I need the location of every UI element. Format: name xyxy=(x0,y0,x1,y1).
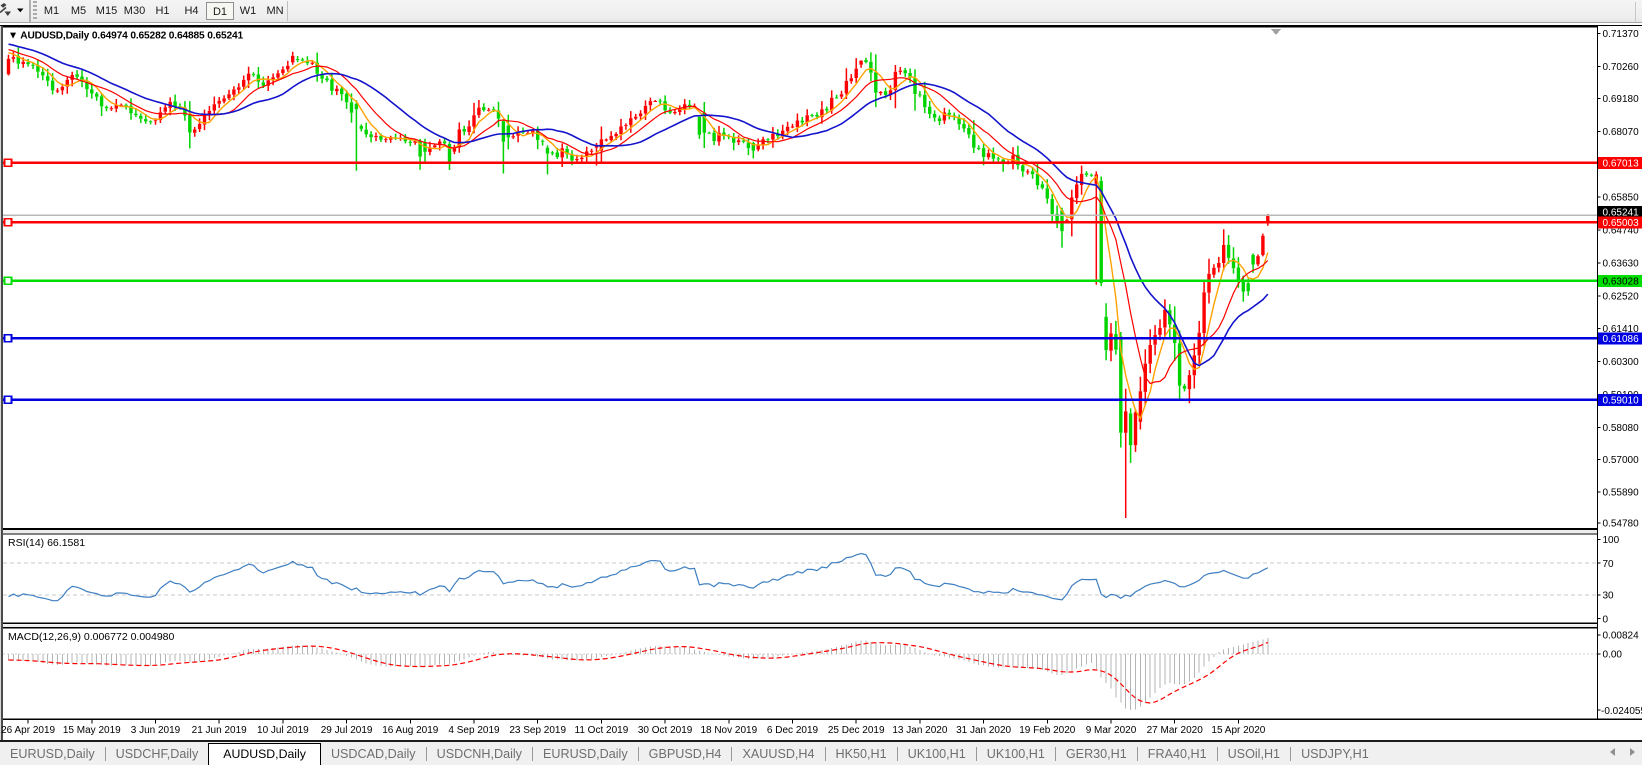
svg-text:100: 100 xyxy=(1603,535,1620,546)
svg-text:RSI(14) 66.1581: RSI(14) 66.1581 xyxy=(8,537,85,549)
svg-text:25 Dec 2019: 25 Dec 2019 xyxy=(828,725,885,736)
svg-text:0.00824: 0.00824 xyxy=(1603,631,1640,642)
svg-text:0.71370: 0.71370 xyxy=(1603,29,1640,40)
svg-text:0.61410: 0.61410 xyxy=(1603,324,1640,335)
svg-text:15 Apr 2020: 15 Apr 2020 xyxy=(1211,725,1265,736)
svg-text:0.64740: 0.64740 xyxy=(1603,226,1640,237)
svg-text:0.65850: 0.65850 xyxy=(1603,193,1640,204)
svg-text:0.63028: 0.63028 xyxy=(1603,276,1640,287)
svg-text:0.70260: 0.70260 xyxy=(1603,62,1640,73)
svg-text:0.62520: 0.62520 xyxy=(1603,291,1640,302)
svg-text:0.60300: 0.60300 xyxy=(1603,357,1640,368)
svg-text:15 May 2019: 15 May 2019 xyxy=(63,725,121,736)
svg-text:10 Jul 2019: 10 Jul 2019 xyxy=(257,725,309,736)
svg-text:0.67013: 0.67013 xyxy=(1603,158,1640,169)
svg-text:3 Jun 2019: 3 Jun 2019 xyxy=(131,725,181,736)
svg-text:16 Aug 2019: 16 Aug 2019 xyxy=(382,725,439,736)
svg-text:11 Oct 2019: 11 Oct 2019 xyxy=(575,725,629,736)
svg-text:29 Jul 2019: 29 Jul 2019 xyxy=(321,725,373,736)
svg-text:0.54780: 0.54780 xyxy=(1603,519,1640,530)
svg-text:0.57000: 0.57000 xyxy=(1603,455,1640,466)
svg-text:13 Jan 2020: 13 Jan 2020 xyxy=(892,725,947,736)
svg-text:0.65241: 0.65241 xyxy=(1603,208,1640,219)
svg-text:19 Feb 2020: 19 Feb 2020 xyxy=(1019,725,1076,736)
svg-text:27 Mar 2020: 27 Mar 2020 xyxy=(1147,725,1204,736)
svg-text:0.59010: 0.59010 xyxy=(1603,395,1640,406)
svg-text:23 Sep 2019: 23 Sep 2019 xyxy=(509,725,566,736)
svg-text:31 Jan 2020: 31 Jan 2020 xyxy=(956,725,1011,736)
svg-text:9 Mar 2020: 9 Mar 2020 xyxy=(1086,725,1137,736)
svg-text:4 Sep 2019: 4 Sep 2019 xyxy=(448,725,500,736)
svg-text:18 Nov 2019: 18 Nov 2019 xyxy=(700,725,757,736)
svg-text:0.00: 0.00 xyxy=(1603,649,1623,660)
svg-text:0.58080: 0.58080 xyxy=(1603,423,1640,434)
svg-text:0.63630: 0.63630 xyxy=(1603,259,1640,270)
svg-text:6 Dec 2019: 6 Dec 2019 xyxy=(767,725,819,736)
svg-text:0.61086: 0.61086 xyxy=(1603,334,1640,345)
svg-text:0: 0 xyxy=(1603,614,1609,625)
svg-text:▼ AUDUSD,Daily 0.64974 0.6528: ▼ AUDUSD,Daily 0.64974 0.65282 0.64885 0… xyxy=(8,31,244,42)
svg-text:0.55890: 0.55890 xyxy=(1603,488,1640,499)
svg-text:30 Oct 2019: 30 Oct 2019 xyxy=(638,725,693,736)
svg-text:30: 30 xyxy=(1603,591,1615,602)
svg-text:26 Apr 2019: 26 Apr 2019 xyxy=(1,725,55,736)
svg-text:0.65003: 0.65003 xyxy=(1603,218,1640,229)
svg-text:21 Jun 2019: 21 Jun 2019 xyxy=(192,725,247,736)
svg-text:-0.024055: -0.024055 xyxy=(1601,706,1642,717)
svg-text:0.69180: 0.69180 xyxy=(1603,94,1640,105)
svg-text:70: 70 xyxy=(1603,559,1615,570)
svg-text:0.68070: 0.68070 xyxy=(1603,127,1640,138)
svg-text:MACD(12,26,9) 0.006772 0.00498: MACD(12,26,9) 0.006772 0.004980 xyxy=(8,631,175,643)
